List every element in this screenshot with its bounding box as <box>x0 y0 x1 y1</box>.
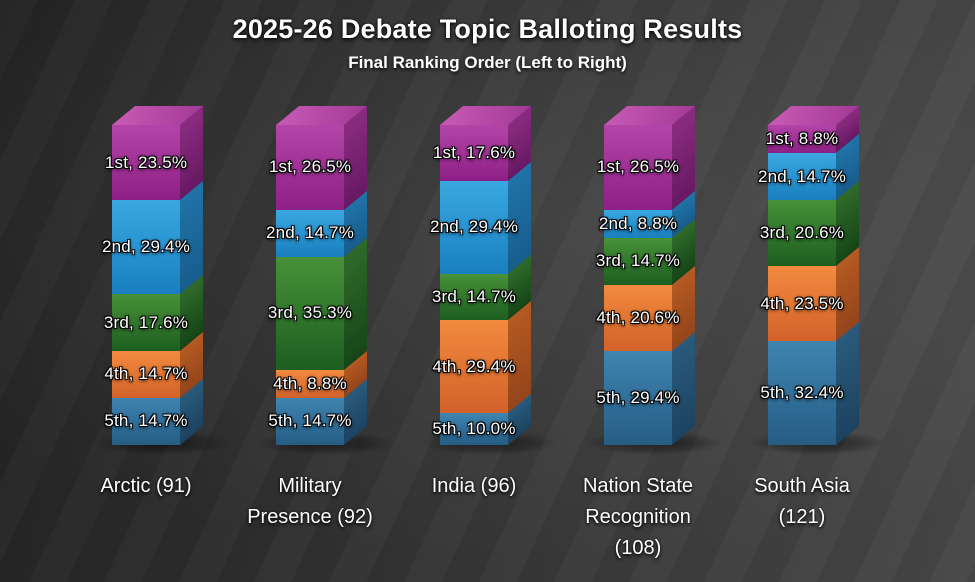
segment-1st-nation-state-recognition-108: 1st, 26.5% <box>597 125 679 210</box>
bar-south-asia-121: 1st, 8.8% 2nd, 14.7% 3rd, 20.6% 4th, 23.5% 5… <box>750 105 885 455</box>
segment-3rd-nation-state-recognition-108: 3rd, 14.7% <box>596 237 680 285</box>
segment-5th-nation-state-recognition-108: 5th, 29.4% <box>596 350 679 445</box>
segment-label-1st-south-asia-121: 1st, 8.8% <box>765 129 839 149</box>
segment-label-3rd-india-96: 3rd, 14.7% <box>431 287 517 306</box>
segment-label-2nd-arctic-91: 2nd, 29.4% <box>101 237 191 257</box>
chart-area: 1st, 23.5% 2nd, 29.4% 3rd, 17.6% 4th, 14.7%… <box>64 105 885 564</box>
chart-title: 2025-26 Debate Topic Balloting Results <box>232 14 743 44</box>
bar-front-face: 1st, 17.6% 2nd, 29.4% 3rd, 14.7% 4th, 29.4%… <box>430 125 518 445</box>
segment-5th-arctic-91: 5th, 14.7% <box>104 397 187 445</box>
segment-5th-india-96: 5th, 10.0% <box>432 413 515 445</box>
category-label-nation-state-recognition-108: Nation State Recognition (108) <box>582 475 694 559</box>
segment-1st-military-presence-92: 1st, 26.5% <box>269 125 351 210</box>
category-label-arctic-91: Arctic (91) <box>100 475 192 497</box>
segment-label-2nd-military-presence-92: 2nd, 14.7% <box>265 223 355 243</box>
segment-label-4th-nation-state-recognition-108: 4th, 20.6% <box>596 307 680 327</box>
segment-label-5th-military-presence-92: 5th, 14.7% <box>268 411 352 431</box>
segment-label-2nd-nation-state-recognition-108: 2nd, 8.8% <box>598 213 678 233</box>
bar-india-96: 1st, 17.6% 2nd, 29.4% 3rd, 14.7% 4th, 29.4%… <box>422 105 557 455</box>
segment-3rd-arctic-91: 3rd, 17.6% <box>104 294 188 351</box>
segment-3rd-india-96: 3rd, 14.7% <box>432 273 516 321</box>
segment-label-1st-military-presence-92: 1st, 26.5% <box>268 157 352 177</box>
segment-1st-south-asia-121: 1st, 8.8% <box>765 125 839 154</box>
segment-5th-south-asia-121: 5th, 32.4% <box>760 341 843 445</box>
segment-label-3rd-military-presence-92: 3rd, 35.3% <box>267 303 353 323</box>
segment-label-1st-arctic-91: 1st, 23.5% <box>104 152 188 172</box>
segment-label-5th-arctic-91: 5th, 14.7% <box>104 411 188 431</box>
segment-5th-military-presence-92: 5th, 14.7% <box>268 397 351 445</box>
segment-label-3rd-south-asia-121: 3rd, 20.6% <box>759 223 845 243</box>
bar-front-face: 1st, 26.5% 2nd, 8.8% 3rd, 14.7% 4th, 20.6% 5… <box>596 125 680 445</box>
segment-2nd-military-presence-92: 2nd, 14.7% <box>266 209 354 257</box>
segment-label-3rd-arctic-91: 3rd, 17.6% <box>103 312 189 332</box>
bar-column-india-96: 1st, 17.6% 2nd, 29.4% 3rd, 14.7% 4th, 29.4%… <box>392 105 557 564</box>
segment-2nd-india-96: 2nd, 29.4% <box>430 180 518 274</box>
category-label-south-asia-121: South Asia (121) <box>754 475 850 528</box>
segment-label-5th-nation-state-recognition-108: 5th, 29.4% <box>596 387 680 407</box>
segment-label-2nd-south-asia-121: 2nd, 14.7% <box>757 166 847 186</box>
category-label-india-96: India (96) <box>431 475 517 497</box>
bar-front-face: 1st, 8.8% 2nd, 14.7% 3rd, 20.6% 4th, 23.5% 5… <box>758 125 846 445</box>
bar-column-military-presence-92: 1st, 26.5% 2nd, 14.7% 3rd, 35.3% 4th, 8.8% 5… <box>228 105 393 564</box>
bar-column-arctic-91: 1st, 23.5% 2nd, 29.4% 3rd, 17.6% 4th, 14.7%… <box>64 105 229 564</box>
segment-label-1st-nation-state-recognition-108: 1st, 26.5% <box>596 157 680 177</box>
bar-arctic-91: 1st, 23.5% 2nd, 29.4% 3rd, 17.6% 4th, 14.7%… <box>94 105 229 455</box>
segment-1st-arctic-91: 1st, 23.5% <box>105 125 187 201</box>
segment-4th-india-96: 4th, 29.4% <box>432 320 515 414</box>
bar-top-face-1st <box>112 106 203 125</box>
segment-4th-arctic-91: 4th, 14.7% <box>104 350 187 398</box>
segment-label-5th-south-asia-121: 5th, 32.4% <box>760 383 844 403</box>
bar-top-face-1st <box>276 106 367 125</box>
segment-3rd-south-asia-121: 3rd, 20.6% <box>760 200 844 267</box>
segment-label-5th-india-96: 5th, 10.0% <box>432 419 516 439</box>
segment-label-3rd-nation-state-recognition-108: 3rd, 14.7% <box>595 251 681 271</box>
segment-2nd-south-asia-121: 2nd, 14.7% <box>758 153 846 201</box>
bar-column-south-asia-121: 1st, 8.8% 2nd, 14.7% 3rd, 20.6% 4th, 23.5% 5… <box>720 105 885 564</box>
segment-4th-military-presence-92: 4th, 8.8% <box>273 369 347 398</box>
bar-front-face: 1st, 23.5% 2nd, 29.4% 3rd, 17.6% 4th, 14.7%… <box>102 125 190 445</box>
segment-label-4th-military-presence-92: 4th, 8.8% <box>273 373 347 393</box>
segment-label-4th-south-asia-121: 4th, 23.5% <box>760 293 844 313</box>
segment-4th-nation-state-recognition-108: 4th, 20.6% <box>596 284 679 351</box>
chart-subtitle: Final Ranking Order (Left to Right) <box>348 53 627 72</box>
segment-2nd-arctic-91: 2nd, 29.4% <box>102 200 190 295</box>
segment-label-4th-arctic-91: 4th, 14.7% <box>104 364 188 384</box>
segment-label-1st-india-96: 1st, 17.6% <box>432 142 516 162</box>
bar-nation-state-recognition-108: 1st, 26.5% 2nd, 8.8% 3rd, 14.7% 4th, 20.6% 5… <box>586 105 721 455</box>
segment-label-4th-india-96: 4th, 29.4% <box>432 356 516 376</box>
segment-label-2nd-india-96: 2nd, 29.4% <box>429 217 519 237</box>
bar-top-face-1st <box>768 106 859 125</box>
category-label-military-presence-92: Military Presence (92) <box>247 475 373 528</box>
bar-top-face-1st <box>440 106 531 125</box>
bar-front-face: 1st, 26.5% 2nd, 14.7% 3rd, 35.3% 4th, 8.8% 5… <box>266 125 354 445</box>
segment-4th-south-asia-121: 4th, 23.5% <box>760 266 843 342</box>
segment-1st-india-96: 1st, 17.6% <box>433 125 515 181</box>
bar-column-nation-state-recognition-108: 1st, 26.5% 2nd, 8.8% 3rd, 14.7% 4th, 20.6% 5… <box>556 105 721 564</box>
bar-top-face-1st <box>604 106 695 125</box>
segment-3rd-military-presence-92: 3rd, 35.3% <box>268 256 352 370</box>
bar-military-presence-92: 1st, 26.5% 2nd, 14.7% 3rd, 35.3% 4th, 8.8% 5… <box>258 105 393 455</box>
segment-2nd-nation-state-recognition-108: 2nd, 8.8% <box>599 209 677 238</box>
